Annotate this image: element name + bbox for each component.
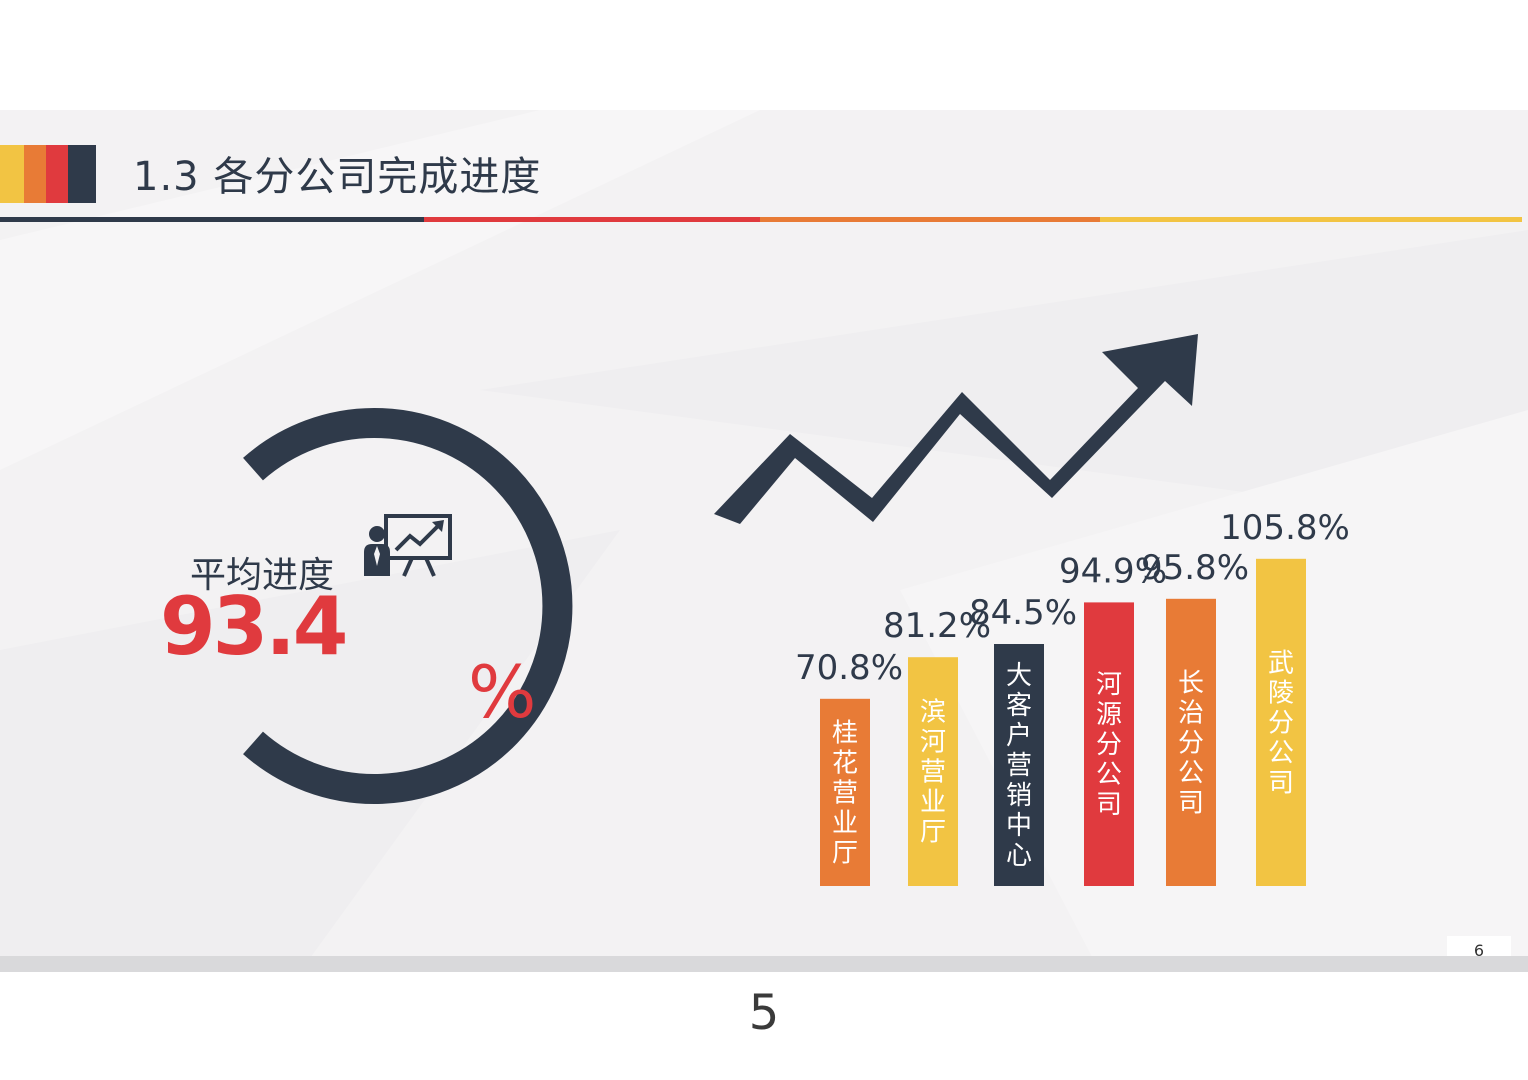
underline-seg-yellow [1100,217,1522,222]
title-block-yellow [0,145,24,203]
title-underline [0,217,1522,222]
underline-seg-navy [0,217,424,222]
title-block-navy [68,145,96,203]
bar-5 [1166,598,1216,886]
average-label: 平均进度 [190,555,335,596]
slide-bottom-bar [0,956,1528,972]
average-unit: % [468,650,537,734]
presenter-chart-icon [364,514,452,577]
bar-3 [994,644,1044,886]
bar-2 [908,657,958,886]
slide-title: 1.3 各分公司完成进度 [133,154,542,200]
bar-category-label: 长治分公司 [1178,668,1204,818]
bar-value-label: 70.8% [795,648,903,688]
bar-1 [820,698,870,886]
bar-value-label: 105.8% [1220,508,1350,548]
underline-seg-red [424,217,760,222]
bar-value-label: 95.8% [1141,548,1249,588]
bar-category-label: 河源分公司 [1096,670,1122,820]
title-block-orange [24,145,46,203]
slide: 1.3 各分公司完成进度 平均进度 93.4 % 70.8% 桂花营业厅 81.2%… [0,110,1528,972]
gauge-ring [243,408,573,804]
title-color-blocks [0,145,96,203]
bar-value-label: 94.9% [1059,551,1167,591]
average-value: 93.4 [160,580,348,673]
title-block-red [46,145,68,203]
bar-category-label: 大客户营销中心 [1006,661,1032,871]
bar-value-label: 84.5% [969,593,1077,633]
average-gauge [243,408,573,804]
bar-category-label: 桂花营业厅 [832,718,858,868]
bar-category-label: 滨河营业厅 [920,698,946,848]
trend-arrow-icon [714,334,1198,524]
branch-progress-chart: 70.8% 桂花营业厅 81.2% 滨河营业厅 84.5% 大客户营销中心 94.9% 河源分… [714,334,1350,886]
bar-category-label: 武陵分公司 [1268,648,1294,798]
bar-value-label: 81.2% [883,606,991,646]
underline-seg-orange [760,217,1100,222]
page-footer-number: 5 [748,985,780,1041]
bar-4 [1084,602,1134,886]
bar-6 [1256,558,1306,886]
